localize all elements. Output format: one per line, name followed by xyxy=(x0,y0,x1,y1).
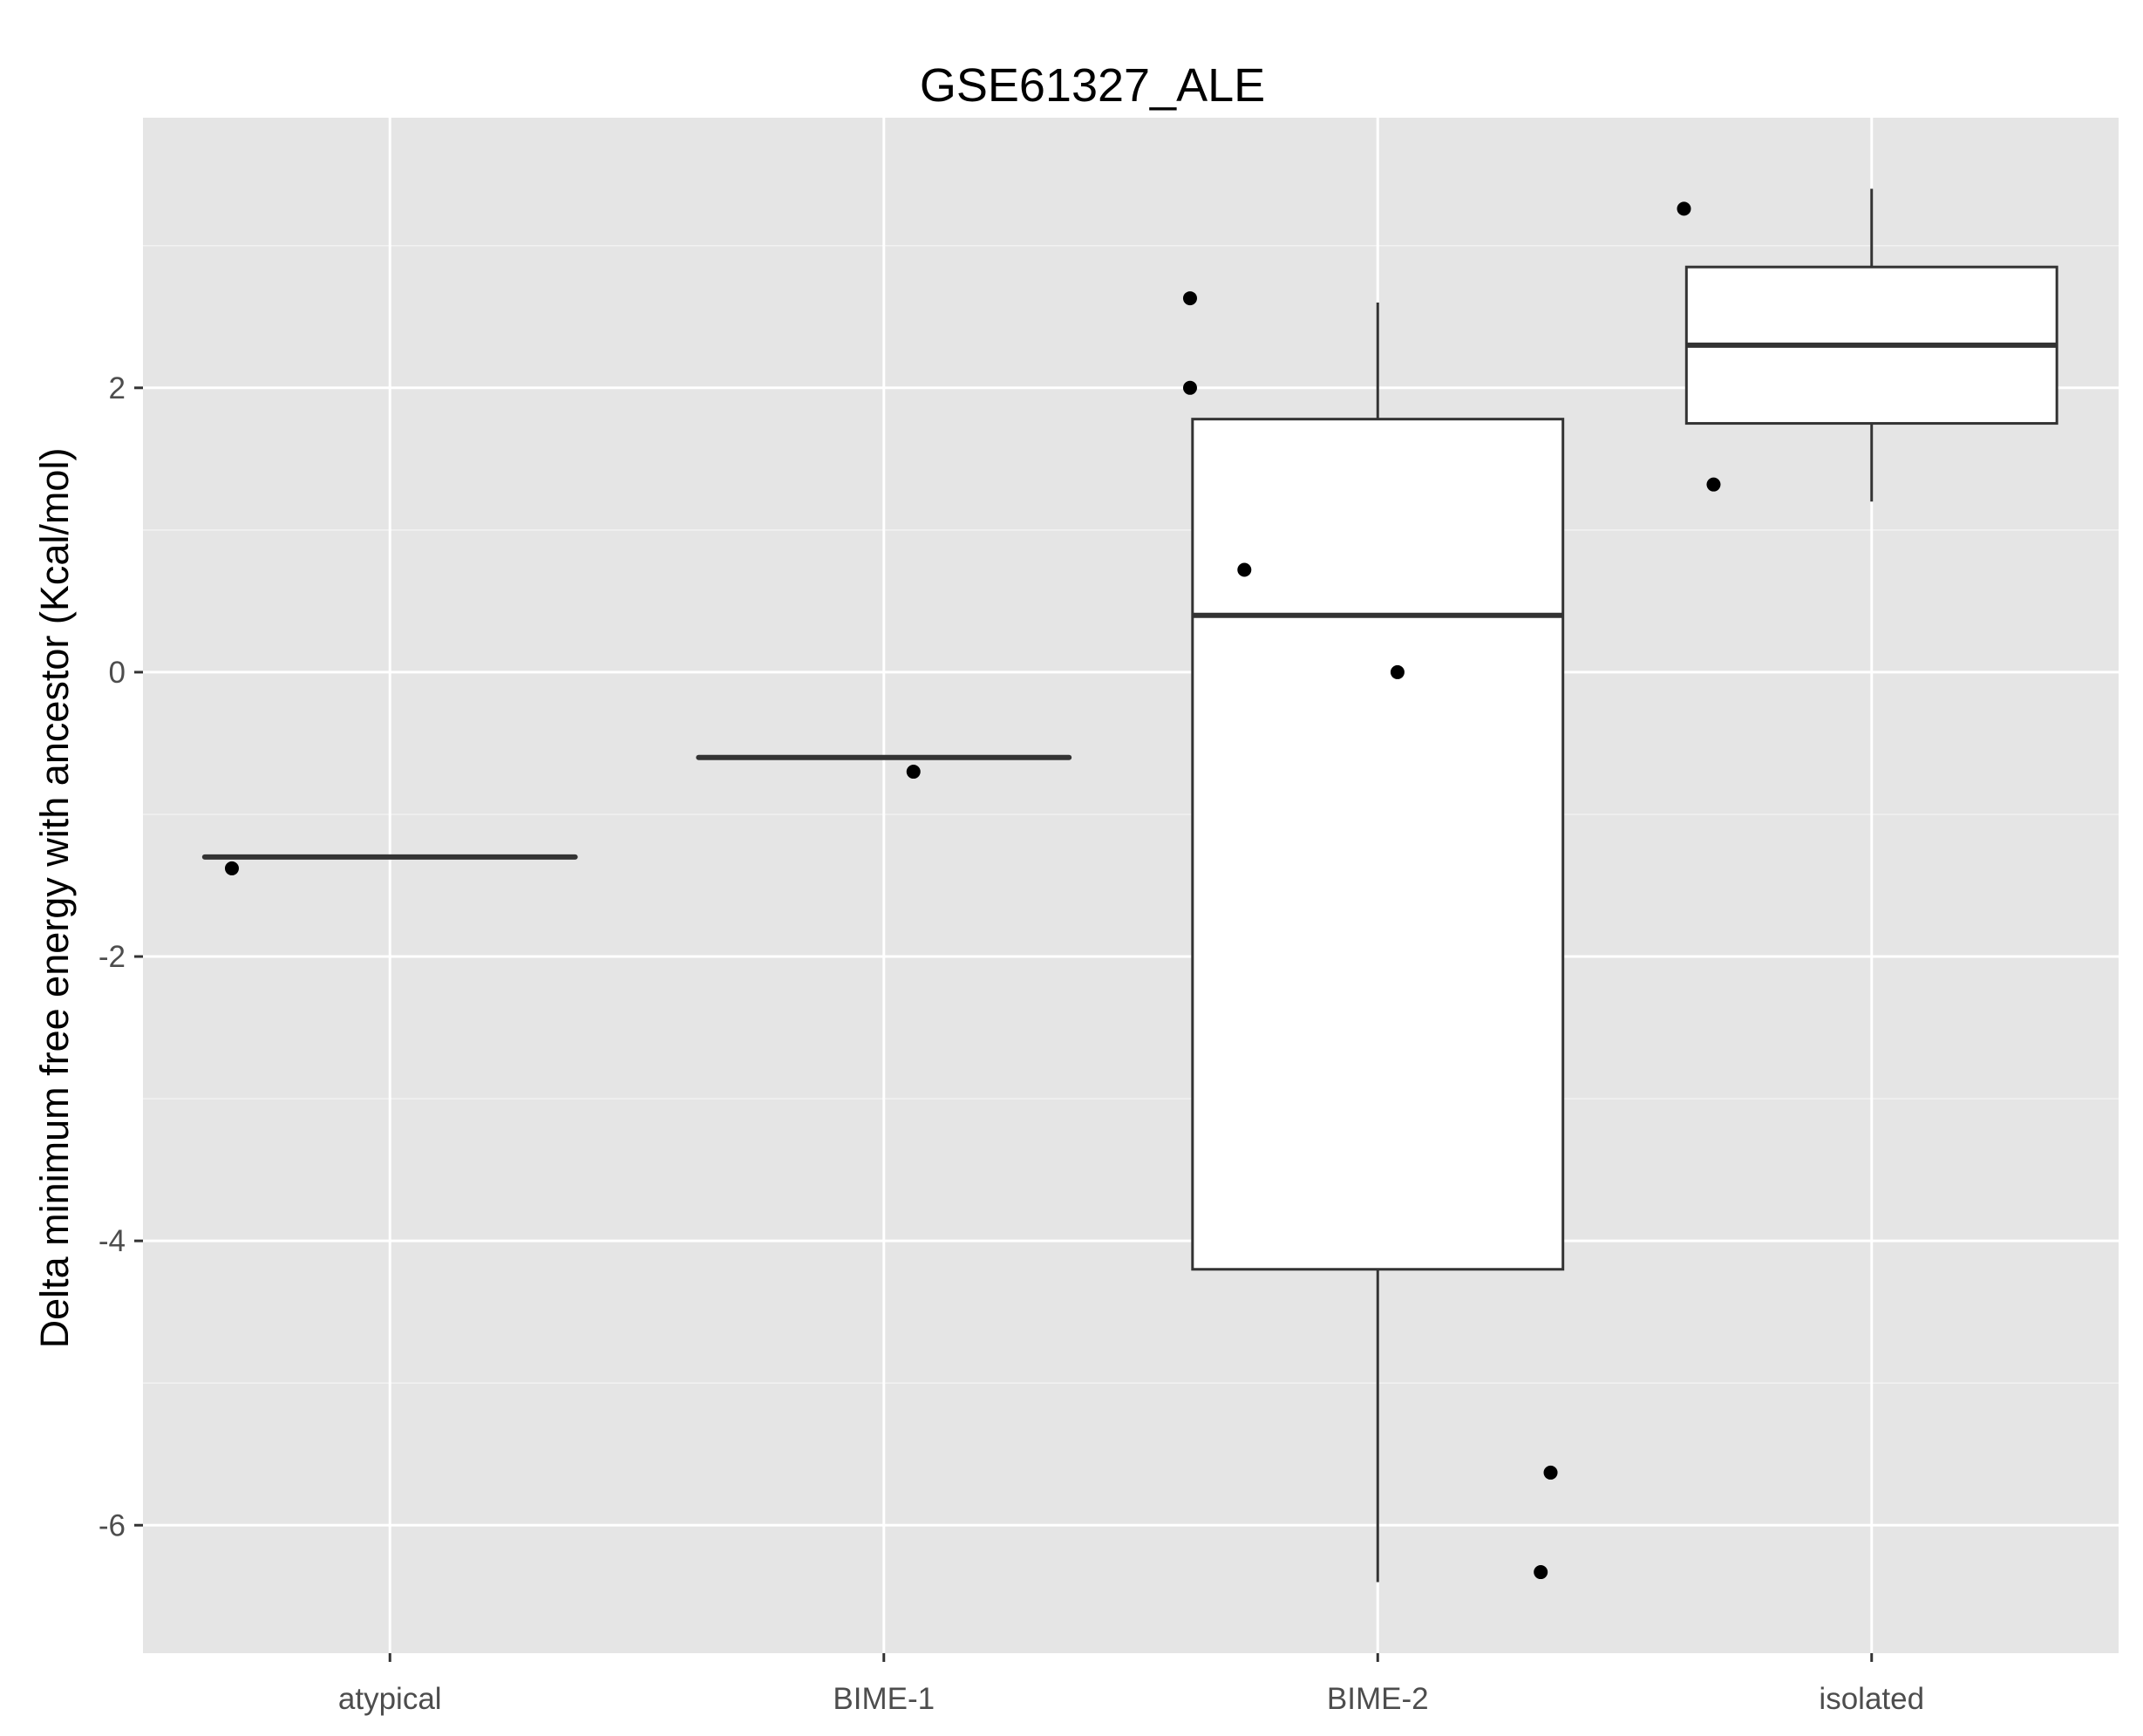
data-point xyxy=(1237,562,1252,577)
data-point xyxy=(1534,1565,1548,1580)
y-tick-label: -6 xyxy=(99,1508,126,1542)
box-group-isolated xyxy=(1684,188,2058,502)
data-point xyxy=(1706,477,1721,492)
data-point xyxy=(1677,201,1691,216)
x-tick-label: BIME-2 xyxy=(1327,1682,1429,1716)
x-tick-label: atypical xyxy=(338,1682,442,1716)
y-tick-label: 0 xyxy=(109,656,126,690)
data-point xyxy=(1182,380,1197,395)
box-group-bime-2 xyxy=(1191,302,1565,1583)
data-point xyxy=(906,765,921,779)
data-point xyxy=(1390,664,1405,679)
x-tick-label: isolated xyxy=(1819,1682,1924,1716)
box-body xyxy=(1191,418,1565,1271)
data-point xyxy=(1543,1465,1558,1480)
y-tick-label: -4 xyxy=(99,1224,126,1258)
chart-title: GSE61327_ALE xyxy=(920,59,1265,112)
data-point xyxy=(224,861,239,875)
x-tick-label: BIME-1 xyxy=(833,1682,935,1716)
y-axis-title: Delta minimum free energy with ancestor … xyxy=(32,448,77,1349)
y-tick-label: 2 xyxy=(109,371,126,405)
y-tick-label: -2 xyxy=(99,940,126,974)
data-point xyxy=(1182,291,1197,306)
